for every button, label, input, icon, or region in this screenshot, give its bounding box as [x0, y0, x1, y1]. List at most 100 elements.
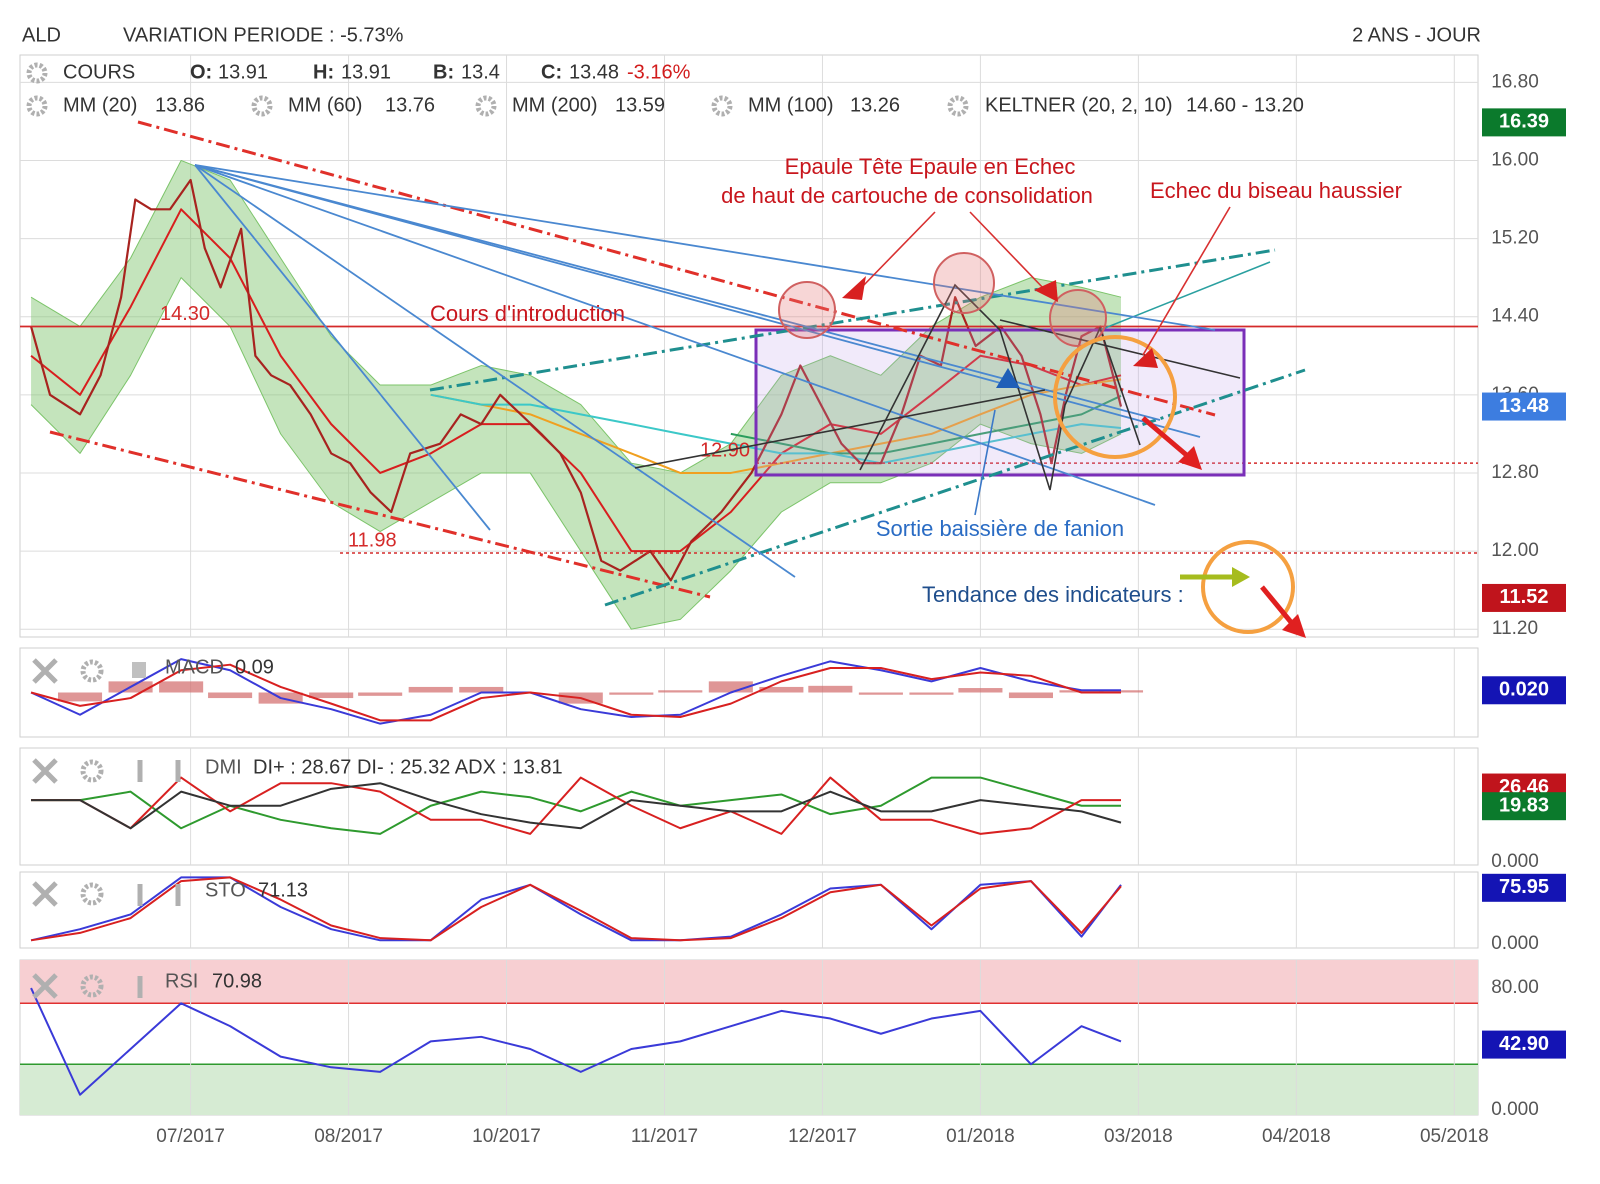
badge-label: 0.020 — [1499, 679, 1549, 701]
gear-icon — [80, 882, 104, 906]
arrow-head — [996, 368, 1020, 388]
oversold-zone — [20, 1064, 1478, 1115]
histogram-bar — [658, 690, 703, 693]
histogram-bar — [309, 692, 354, 699]
price-line — [29, 178, 1123, 582]
arrow-head — [842, 276, 866, 300]
arrow-head — [1232, 567, 1250, 587]
trend-line — [137, 120, 1216, 417]
histogram-bar — [459, 686, 504, 693]
histogram-bar — [208, 692, 253, 699]
y-tick-label: 16.80 — [1491, 71, 1539, 92]
price-badge — [1482, 873, 1566, 902]
legend-entry: MM (60) — [288, 94, 362, 116]
y-tick-label: 11.20 — [1492, 618, 1538, 639]
annotation: Epaule Tête Epaule en Echec — [785, 154, 1076, 179]
histogram-bar — [408, 686, 453, 693]
histogram-bar — [958, 688, 1003, 693]
keltner-upper — [30, 159, 1122, 474]
legend-value: 13.26 — [850, 94, 900, 116]
legend-label: O: — [190, 61, 212, 83]
legend-label: C: — [541, 61, 562, 83]
trend-line — [604, 368, 1306, 607]
price-badge — [1482, 108, 1566, 137]
histogram-bar — [609, 692, 654, 695]
pointer-line — [974, 409, 996, 516]
gear-icon — [475, 95, 497, 117]
legend-value: 13.48 — [569, 61, 619, 83]
legend-value: 13.91 — [341, 61, 391, 83]
arrow — [1141, 416, 1192, 460]
gear-icon — [26, 62, 48, 84]
indicator-name: STO — [205, 879, 246, 901]
close-icon — [32, 658, 58, 684]
x-tick-label: 12/2017 — [788, 1126, 857, 1147]
data-layer: 07/2017 08/2017 10/2017 11/2017 12/2017 01/20… — [20, 55, 1489, 1147]
y-tick-label: 12.80 — [1491, 462, 1539, 483]
drawings — [49, 120, 1306, 638]
legend-entry: MM (100) — [748, 94, 834, 116]
annotation: de haut de cartouche de consolidation — [721, 183, 1093, 208]
y-tick-label: 0.000 — [1491, 851, 1539, 872]
badges: 11.2012.0012.8013.6014.4015.2016.0016.80… — [1482, 71, 1566, 1120]
price-badge — [1482, 392, 1566, 421]
marker-circle — [1053, 335, 1177, 459]
legend-value: 13.59 — [615, 94, 665, 116]
symbol: ALD — [22, 24, 61, 46]
indicator-name: MACD — [165, 656, 224, 678]
y-tick-label: 16.00 — [1491, 149, 1539, 170]
marker-circle — [933, 252, 995, 314]
x-tick-label: 01/2018 — [946, 1126, 1015, 1147]
close-icon — [32, 973, 58, 999]
marker-circle — [778, 281, 836, 339]
arrow-head — [1133, 348, 1158, 368]
histogram-bar — [1098, 690, 1144, 693]
badge-label: 75.95 — [1499, 876, 1549, 898]
legend-label: B: — [433, 61, 454, 83]
close-icon — [32, 758, 58, 784]
pattern-line — [999, 319, 1241, 379]
legend-entry: MM (20) — [63, 94, 137, 116]
period: 2 ANS - JOUR — [1352, 24, 1481, 46]
annotation: Sortie baissière de fanion — [876, 516, 1124, 541]
price-badge — [1482, 676, 1566, 705]
histogram-bar — [358, 692, 403, 696]
histogram-bar — [909, 692, 954, 695]
x-tick-label: 04/2018 — [1262, 1126, 1331, 1147]
histogram-bar — [808, 685, 853, 693]
close-icon — [32, 881, 58, 907]
histogram-bar — [708, 681, 753, 693]
legend-entry: KELTNER (20, 2, 10) — [985, 94, 1172, 116]
indicator-value: 70.98 — [212, 970, 262, 992]
move-icon — [137, 884, 181, 906]
histogram-bar — [1008, 692, 1054, 699]
level-label: 11.98 — [348, 529, 397, 551]
series-line — [30, 208, 1122, 553]
histogram-bar — [57, 692, 103, 702]
icons — [26, 62, 969, 999]
y-tick-label: 14.40 — [1491, 306, 1539, 327]
trend-line — [49, 430, 711, 599]
move-icon — [137, 760, 181, 782]
gear-icon — [26, 95, 48, 117]
pointer-line — [1142, 206, 1231, 356]
series-line — [30, 987, 1122, 1096]
trend-line — [1099, 261, 1271, 331]
gear-icon — [251, 95, 273, 117]
badge-label: 13.48 — [1499, 395, 1549, 417]
badge-label: 19.83 — [1499, 794, 1549, 816]
annotation: Cours d'introduction — [430, 301, 625, 326]
marker-circle — [1201, 540, 1295, 634]
y-tick-label: 80.00 — [1491, 977, 1539, 998]
fan-line — [194, 164, 1216, 331]
legend-value: 13.91 — [218, 61, 268, 83]
x-tick-label: 03/2018 — [1104, 1126, 1173, 1147]
annotation: Tendance des indicateurs : — [922, 582, 1184, 607]
x-tick-label: 05/2018 — [1420, 1126, 1489, 1147]
y-tick-label: 0.000 — [1491, 933, 1539, 954]
pattern-line — [859, 283, 1141, 491]
sto-panel — [19, 871, 1479, 949]
histogram-bar — [858, 692, 903, 695]
legend-value: 13.76 — [385, 94, 435, 116]
